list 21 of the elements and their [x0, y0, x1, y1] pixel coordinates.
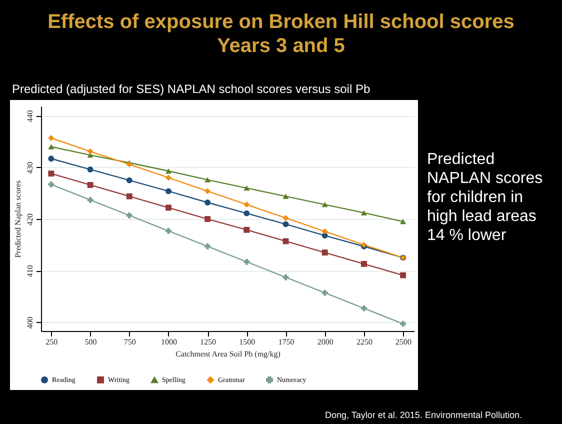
x-axis-title: Catchment Area Soil Pb (mg/kg) [176, 350, 281, 358]
x-tick-label: 1500 [239, 338, 256, 346]
x-tick-label: 250 [46, 338, 58, 346]
x-tick-label: 500 [84, 338, 97, 346]
y-tick-label: 430 [26, 162, 34, 174]
text: Predicted NAPLAN scores for children in high lead areas 14 % lower [427, 150, 544, 245]
x-tick-label: 2500 [396, 338, 412, 346]
x-tick-label: 2250 [356, 338, 372, 346]
x-tick-label: 2000 [317, 338, 334, 346]
text: Dong, Taylor et al. 2015. Environmental Pollution. [325, 410, 522, 420]
y-axis-title: Predicted Naplan scores [14, 180, 22, 258]
x-tick-label: 750 [124, 338, 136, 346]
x-tick-label: 1000 [160, 338, 177, 346]
y-tick-label: 440 [26, 110, 34, 122]
chart-subtitle: Predicted (adjusted for SES) NAPLAN school scores versus soil Pb [12, 82, 370, 96]
y-tick-label: 420 [26, 214, 34, 226]
chart-title: Effects of exposure on Broken Hill school scores Years 3 and 5 [46, 10, 516, 58]
x-tick-label: 1250 [200, 338, 216, 346]
y-tick-label: 410 [26, 265, 34, 278]
y-tick-label: 400 [26, 316, 34, 329]
x-tick-label: 1750 [278, 338, 294, 346]
